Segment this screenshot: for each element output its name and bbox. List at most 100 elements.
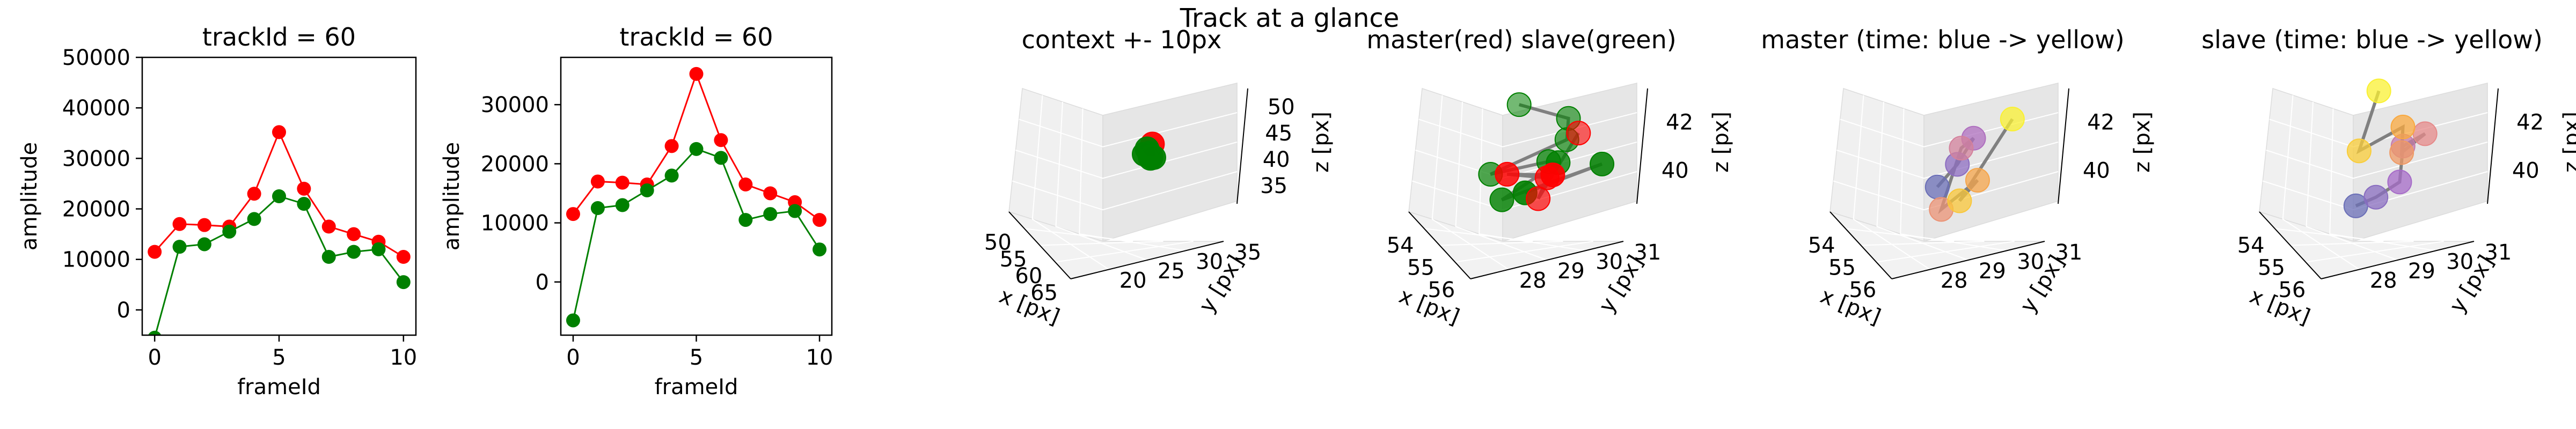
- data-point: [1138, 146, 1163, 171]
- x-axis-label: frameId: [655, 375, 738, 400]
- x-tick-label: 55: [1000, 247, 1027, 272]
- data-point: [1949, 136, 1974, 161]
- data-point: [347, 245, 361, 259]
- data-point: [813, 242, 827, 257]
- data-point: [714, 133, 728, 147]
- data-point: [371, 242, 386, 256]
- data-point: [272, 189, 286, 203]
- y-tick-label: 28: [1519, 268, 1547, 293]
- scatter-points: [1924, 106, 2025, 222]
- y-tick-label: 30000: [481, 93, 549, 117]
- y-tick-label: 28: [2370, 268, 2397, 293]
- data-point: [2366, 78, 2391, 103]
- y-axis-line: [1070, 241, 1224, 279]
- y-tick-label: 20: [1119, 268, 1147, 293]
- data-point: [763, 186, 778, 201]
- y-tick-label: 30: [1596, 249, 1623, 274]
- y-tick-label: 40000: [62, 96, 130, 121]
- data-point: [297, 181, 311, 196]
- x-tick-label: 56: [1849, 278, 1876, 302]
- data-point: [148, 330, 162, 335]
- y-tick-label: 0: [536, 270, 549, 295]
- data-point: [689, 66, 704, 81]
- chart-title: trackId = 60: [202, 23, 356, 51]
- y-tick-label: 30: [2446, 249, 2473, 274]
- data-point: [347, 227, 361, 241]
- y-tick-label: 28: [1941, 268, 1968, 293]
- scatter-points: [1478, 92, 1615, 212]
- z-tick-label: 42: [2087, 110, 2114, 135]
- data-point: [222, 224, 237, 239]
- data-point: [396, 250, 411, 264]
- z-tick-label: 50: [1268, 95, 1295, 120]
- z-axis-line: [2058, 88, 2069, 204]
- x-tick-label: 10: [806, 345, 833, 370]
- z-axis-label: z [px]: [1309, 112, 1334, 173]
- data-point: [1540, 162, 1565, 188]
- grid-line: [1455, 101, 1547, 261]
- y-axis-line: [1891, 241, 2045, 279]
- data-point: [2412, 121, 2438, 146]
- data-point: [247, 187, 261, 201]
- x-tick-label: 56: [1428, 278, 1455, 302]
- z-tick-label: 35: [1260, 174, 1287, 198]
- grid-line: [1479, 108, 1585, 252]
- y-tick-label: 29: [2408, 259, 2435, 284]
- data-point: [1566, 121, 1591, 146]
- data-point: [615, 175, 630, 190]
- x-tick-label: 0: [566, 345, 580, 370]
- plot-area: [148, 125, 411, 335]
- y-tick-label: 30: [2017, 249, 2044, 274]
- y-axis-label: amplitude: [17, 142, 42, 250]
- z-tick-label: 40: [2512, 158, 2540, 183]
- data-point: [615, 198, 630, 212]
- grid-line: [1876, 241, 2015, 263]
- scatter-points: [1132, 131, 1166, 171]
- z-tick-label: 40: [1263, 147, 1290, 172]
- grid-line: [2266, 142, 2488, 179]
- plot-area: [566, 66, 827, 328]
- data-point: [788, 204, 802, 218]
- z-tick-label: 42: [2516, 110, 2544, 135]
- panels: trackId = 600 5 10010000200003000040000500…: [17, 23, 2576, 400]
- data-point: [1489, 187, 1514, 212]
- x-tick-label: 54: [1387, 233, 1414, 258]
- x-tick-label: 0: [148, 345, 161, 370]
- data-point: [590, 201, 605, 216]
- y-axis-line: [2321, 241, 2475, 279]
- data-point: [813, 213, 827, 227]
- x-tick-label: 55: [1828, 256, 1856, 280]
- grid-line: [1055, 101, 1147, 261]
- z-axis-label: z [px]: [2559, 112, 2576, 173]
- y-tick-label: 50000: [62, 46, 130, 70]
- grid-line: [1055, 241, 1194, 263]
- y-tick-label: 29: [1557, 259, 1585, 284]
- grid-line: [1012, 171, 1238, 211]
- data-point: [197, 218, 211, 232]
- series-line-2: [572, 148, 821, 321]
- data-point: [763, 207, 778, 221]
- data-point: [2363, 184, 2389, 210]
- y-tick-label: 31: [1634, 240, 1661, 265]
- data-point: [664, 139, 679, 153]
- z-axis-line: [1236, 88, 1248, 204]
- data-point: [2346, 138, 2372, 164]
- data-point: [2390, 114, 2416, 139]
- y-tick-label: 25: [1158, 259, 1185, 284]
- data-point: [566, 207, 580, 221]
- data-point: [1526, 186, 1551, 211]
- series-line-2: [154, 195, 405, 335]
- grid-line: [1418, 112, 1637, 147]
- x-axis-line: [1829, 211, 1892, 279]
- y-axis-label: amplitude: [440, 142, 464, 250]
- data-point: [738, 213, 753, 227]
- data-point: [247, 212, 261, 226]
- x-axis-line: [1408, 211, 1471, 279]
- y-tick-label: 20000: [481, 152, 549, 176]
- y-axis-line: [1470, 241, 1624, 279]
- x-tick-label: 10: [390, 345, 417, 370]
- chart-title: context +- 10px: [1022, 25, 1222, 54]
- grid-line: [1876, 101, 1968, 261]
